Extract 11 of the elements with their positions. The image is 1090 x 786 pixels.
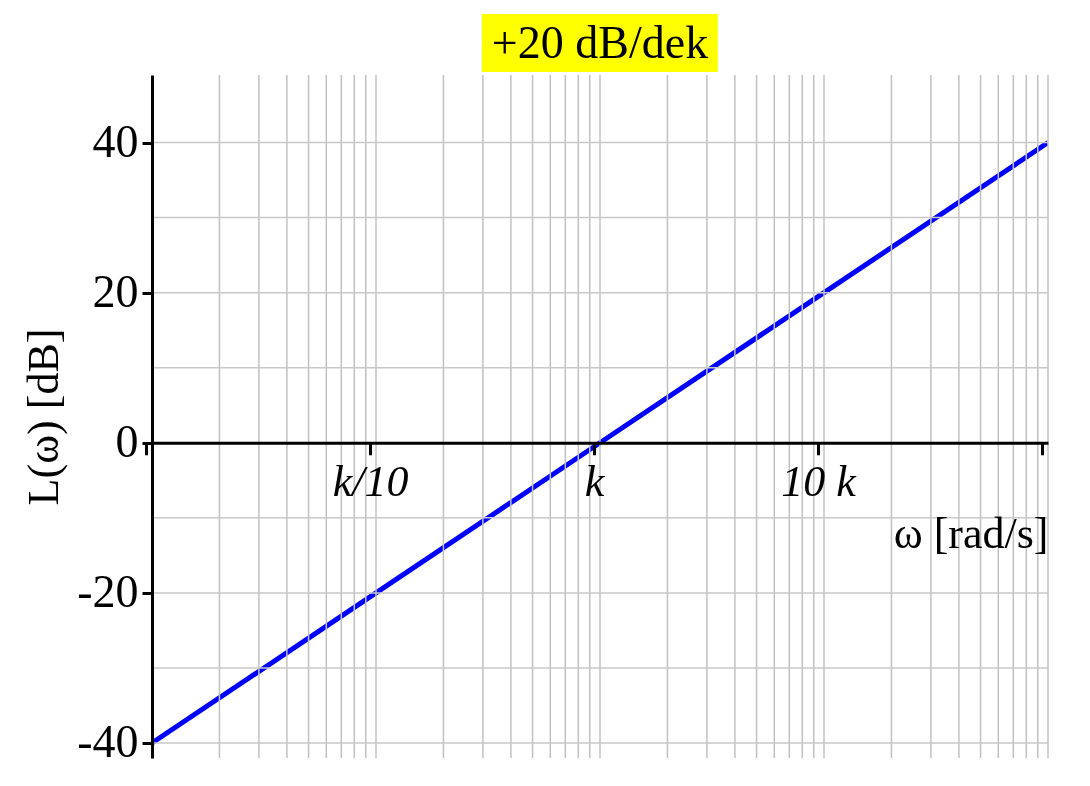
y-axis-title: L(ω) [dB] <box>19 328 69 506</box>
x-tick-label: 10 k <box>781 457 858 507</box>
y-tick-label: -20 <box>77 566 139 618</box>
chart-title: +20 dB/dek <box>481 14 719 72</box>
y-tick-label: 20 <box>92 266 139 318</box>
y-tick-label: 40 <box>92 116 139 168</box>
x-tick-label: k <box>584 457 606 507</box>
x-tick-label: k/10 <box>332 457 409 507</box>
y-tick-label: 0 <box>115 416 139 468</box>
y-tick-label: -40 <box>77 716 139 768</box>
x-axis-title: ω [rad/s] <box>893 509 1049 559</box>
